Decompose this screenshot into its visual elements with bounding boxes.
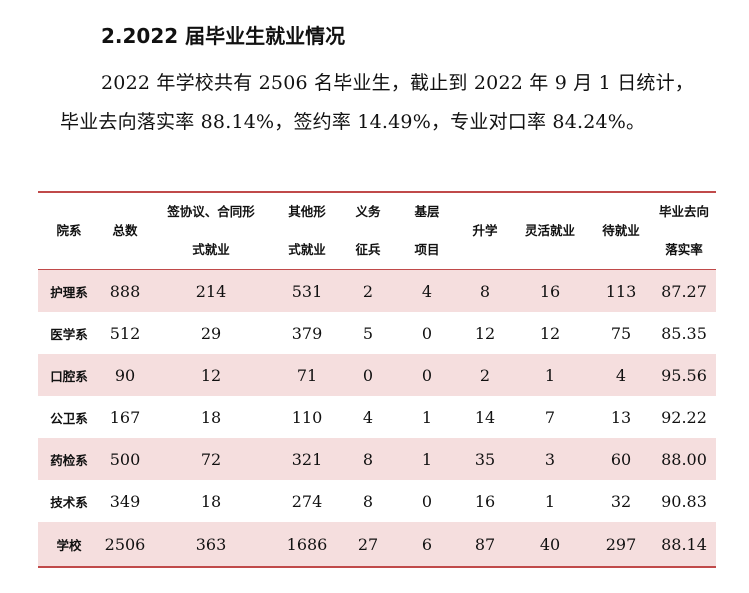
cell: 0 [394, 354, 460, 396]
cell: 75 [610, 323, 632, 343]
table-row: 护理系 888 214 531 2 4 8 16 113 87.27 [38, 269, 716, 312]
cell: 8 [362, 491, 374, 511]
cell: 1 [421, 407, 433, 427]
cell: 4 [394, 269, 460, 312]
cell: 512 [109, 323, 141, 343]
employment-table: 院系 总数 签协议、合同形 式就业 其他形 式就业 义务 征兵 基层 项目 升学 灵活就… [38, 191, 716, 568]
table-row: 口腔系 90 12 71 0 0 2 1 4 95.56 [38, 354, 716, 396]
cell: 90.83 [661, 491, 707, 511]
cell: 90 [100, 354, 150, 396]
cell: 5 [362, 323, 374, 343]
cell: 35 [460, 438, 510, 480]
header-grassroots: 基层 项目 [394, 191, 460, 270]
cell: 2 [342, 269, 394, 312]
cell-dept: 学校 [38, 522, 100, 568]
cell: 12 [539, 323, 561, 343]
table-header-row: 院系 总数 签协议、合同形 式就业 其他形 式就业 义务 征兵 基层 项目 升学 灵活就… [38, 191, 716, 270]
cell: 0 [421, 491, 433, 511]
cell: 0 [421, 323, 433, 343]
cell-dept: 口腔系 [38, 354, 100, 396]
cell: 167 [109, 407, 141, 427]
cell: 14 [474, 407, 496, 427]
cell: 8 [460, 269, 510, 312]
header-total: 总数 [100, 191, 150, 270]
cell: 18 [200, 407, 222, 427]
cell: 13 [610, 407, 632, 427]
cell: 500 [100, 438, 150, 480]
header-contract: 签协议、合同形 式就业 [150, 191, 272, 270]
header-military: 义务 征兵 [342, 191, 394, 270]
cell-dept: 技术系 [50, 494, 88, 510]
cell: 18 [200, 491, 222, 511]
cell-dept: 公卫系 [50, 410, 88, 426]
cell: 72 [150, 438, 272, 480]
cell: 71 [272, 354, 342, 396]
cell: 214 [150, 269, 272, 312]
cell: 110 [291, 407, 323, 427]
cell: 1686 [272, 522, 342, 568]
cell: 363 [150, 522, 272, 568]
table-row-total: 学校 2506 363 1686 27 6 87 40 297 88.14 [38, 522, 716, 568]
cell: 379 [291, 323, 323, 343]
cell: 88.14 [652, 522, 716, 568]
cell: 1 [394, 438, 460, 480]
cell: 88.00 [652, 438, 716, 480]
cell: 87 [460, 522, 510, 568]
cell-dept: 医学系 [50, 326, 88, 342]
cell: 12 [474, 323, 496, 343]
header-other-form: 其他形 式就业 [272, 191, 342, 270]
cell: 531 [272, 269, 342, 312]
cell-dept: 药检系 [38, 438, 100, 480]
header-further-study: 升学 [460, 191, 510, 270]
cell: 3 [510, 438, 590, 480]
cell: 2506 [100, 522, 150, 568]
table-row: 药检系 500 72 321 8 1 35 3 60 88.00 [38, 438, 716, 480]
section-heading: 2.2022 届毕业生就业情况 [101, 24, 346, 48]
cell: 87.27 [652, 269, 716, 312]
cell: 274 [291, 491, 323, 511]
cell: 888 [100, 269, 150, 312]
cell: 12 [150, 354, 272, 396]
cell: 2 [460, 354, 510, 396]
cell: 8 [342, 438, 394, 480]
cell: 4 [590, 354, 652, 396]
header-flexible: 灵活就业 [510, 191, 590, 270]
cell: 113 [590, 269, 652, 312]
cell: 16 [510, 269, 590, 312]
cell: 349 [109, 491, 141, 511]
header-rate: 毕业去向 落实率 [652, 191, 716, 270]
header-pending: 待就业 [590, 191, 652, 270]
cell: 16 [474, 491, 496, 511]
table-row: 技术系 349 18 274 8 0 16 1 32 90.83 [38, 480, 716, 522]
header-dept: 院系 [38, 191, 100, 270]
cell: 1 [510, 354, 590, 396]
cell: 95.56 [652, 354, 716, 396]
cell: 0 [342, 354, 394, 396]
cell: 40 [510, 522, 590, 568]
cell: 6 [394, 522, 460, 568]
table-row: 医学系 512 29 379 5 0 12 12 75 85.35 [38, 312, 716, 354]
cell-dept: 护理系 [38, 269, 100, 312]
cell: 27 [342, 522, 394, 568]
table-row: 公卫系 167 18 110 4 1 14 7 13 92.22 [38, 396, 716, 438]
cell: 1 [544, 491, 556, 511]
cell: 7 [544, 407, 556, 427]
cell: 321 [272, 438, 342, 480]
cell: 32 [610, 491, 632, 511]
cell: 297 [590, 522, 652, 568]
cell: 85.35 [661, 323, 707, 343]
cell: 29 [200, 323, 222, 343]
cell: 92.22 [661, 407, 707, 427]
cell: 60 [590, 438, 652, 480]
summary-line-1: 2022 年学校共有 2506 名毕业生，截止到 2022 年 9 月 1 日统… [101, 72, 694, 94]
cell: 4 [362, 407, 374, 427]
summary-line-2: 毕业去向落实率 88.14%，签约率 14.49%，专业对口率 84.24%。 [60, 111, 646, 133]
